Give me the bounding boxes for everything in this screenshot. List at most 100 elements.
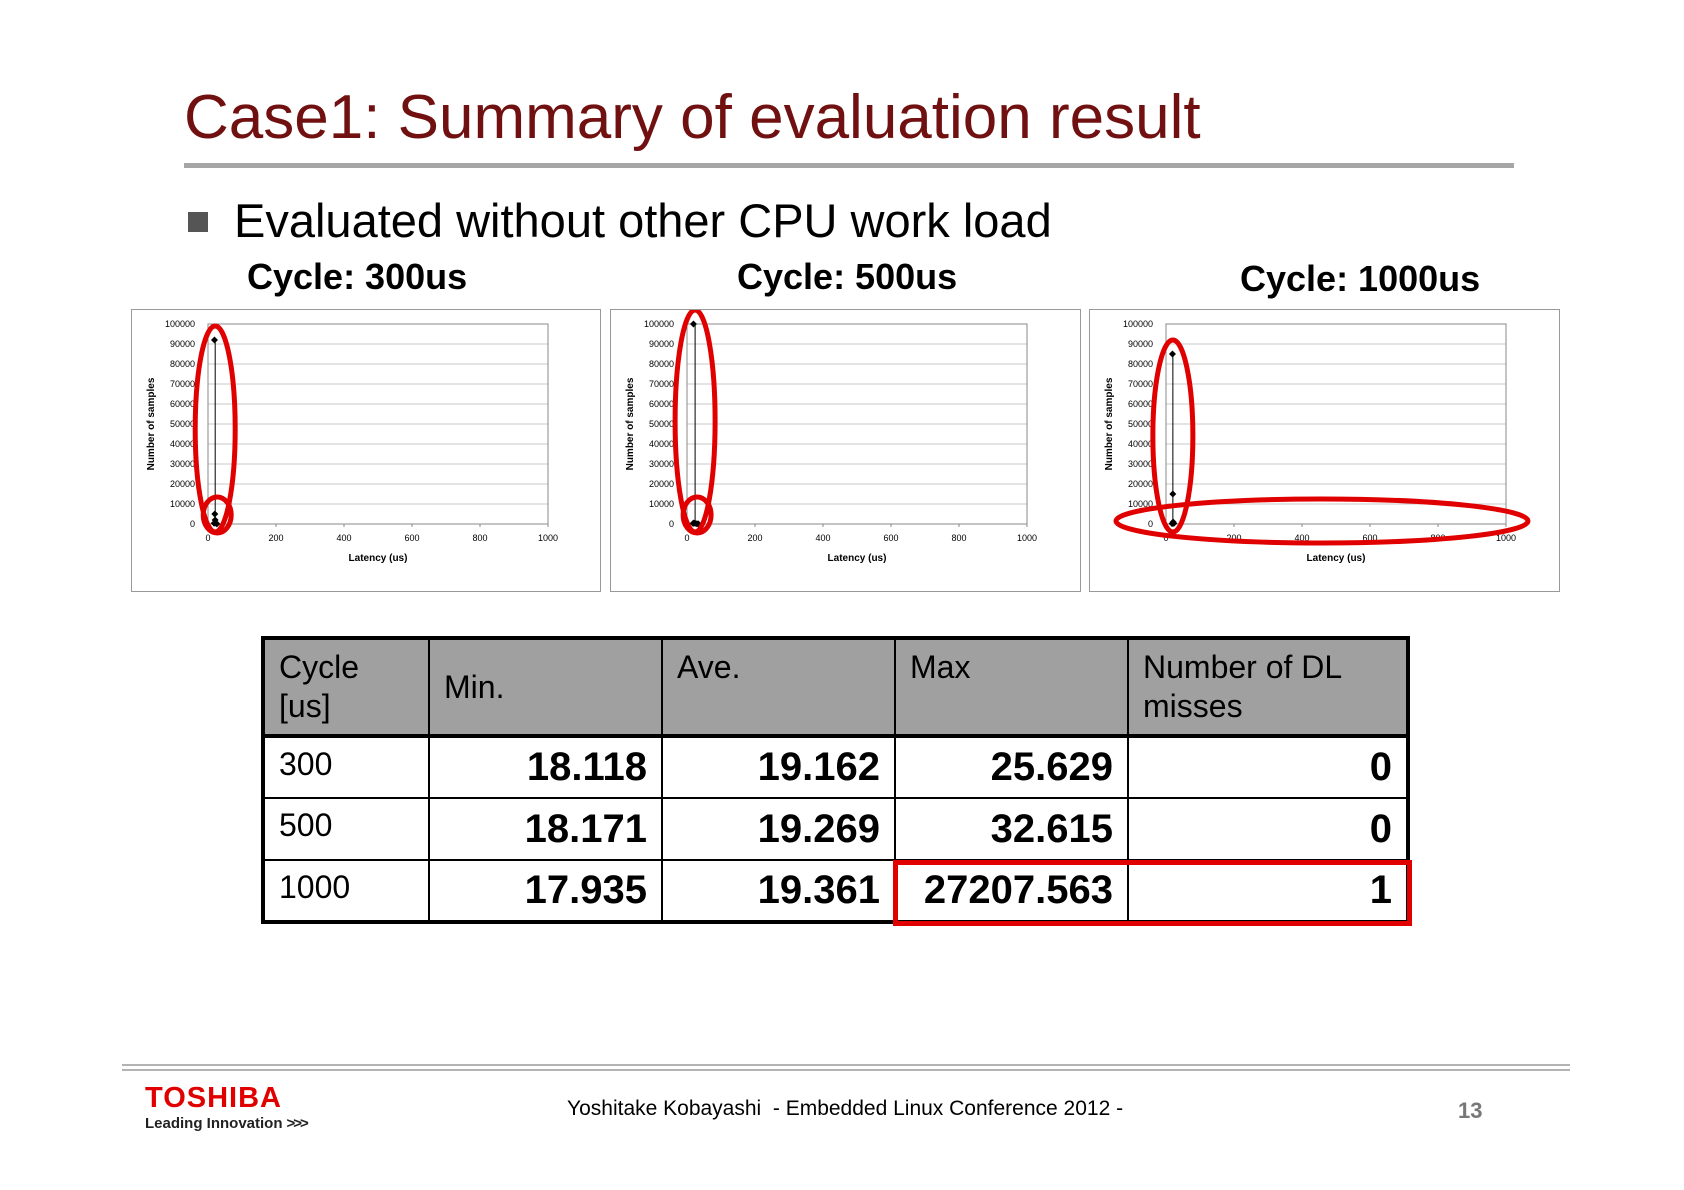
y-tick-label: 40000 xyxy=(1128,439,1153,449)
y-tick-label: 40000 xyxy=(170,439,195,449)
cell-cycle: 500 xyxy=(262,797,430,861)
page-number: 13 xyxy=(1458,1098,1483,1123)
cell-dl-misses: 1 xyxy=(1127,859,1409,923)
y-tick-label: 70000 xyxy=(170,379,195,389)
cell-max: 32.615 xyxy=(894,797,1129,861)
bullet-text: Evaluated without other CPU work load xyxy=(234,193,1052,247)
latency-chart-300-svg: 0100002000030000400005000060000700008000… xyxy=(146,319,558,564)
highlight-circle xyxy=(680,494,714,536)
x-tick-label: 600 xyxy=(883,533,898,543)
footer-presenter: Yoshitake Kobayashi - Embedded Linux Con… xyxy=(567,1097,1124,1120)
toshiba-logo: TOSHIBA Leading Innovation >>> xyxy=(145,1082,309,1132)
plot-area xyxy=(207,323,549,525)
chart-title-300: Cycle: 300us xyxy=(247,256,468,297)
y-tick-label: 60000 xyxy=(649,399,674,409)
x-tick-label: 200 xyxy=(268,533,283,543)
y-tick-label: 90000 xyxy=(649,339,674,349)
cell-ave: 19.269 xyxy=(661,797,896,861)
y-tick-label: 90000 xyxy=(1128,339,1153,349)
x-tick-label: 600 xyxy=(1362,533,1377,543)
y-tick-label: 70000 xyxy=(649,379,674,389)
latency-chart-1000: 0 10000 20000 30000 40000 50000 60000 70000 8000… xyxy=(1089,309,1560,592)
x-tick-label: 800 xyxy=(951,533,966,543)
x-tick-label: 400 xyxy=(1294,533,1309,543)
x-tick-label: 0 xyxy=(1163,533,1168,543)
y-tick-label: 30000 xyxy=(649,459,674,469)
plot-area xyxy=(1165,323,1507,525)
header-min: Min. xyxy=(428,637,663,738)
data-point xyxy=(211,510,219,518)
slide-title: Case1: Summary of evaluation result xyxy=(184,83,1201,152)
data-point xyxy=(1170,519,1178,527)
data-point xyxy=(213,520,221,528)
cell-dl-misses: 0 xyxy=(1127,735,1409,799)
latency-chart-500: 0 10000 20000 30000 40000 50000 60000 70000 8000… xyxy=(610,309,1081,592)
x-tick-label: 800 xyxy=(472,533,487,543)
title-underline xyxy=(184,163,1514,168)
y-tick-label: 0 xyxy=(1148,519,1153,529)
y-tick-label: 90000 xyxy=(170,339,195,349)
chart-title-500: Cycle: 500us xyxy=(737,256,958,297)
x-tick-label: 0 xyxy=(684,533,689,543)
y-tick-label: 40000 xyxy=(649,439,674,449)
highlight-ellipse xyxy=(1150,337,1196,535)
highlight-circle xyxy=(200,494,234,536)
highlight-ellipse xyxy=(1113,496,1531,546)
y-tick-label: 10000 xyxy=(649,499,674,509)
results-table: Cycle [us] Min. Ave. Max Number of DL mi… xyxy=(261,636,1410,924)
cell-cycle: 1000 xyxy=(262,859,430,923)
y-tick-label: 70000 xyxy=(1128,379,1153,389)
data-point xyxy=(1168,350,1176,358)
data-point xyxy=(689,320,697,328)
y-tick-label: 100000 xyxy=(644,319,674,329)
y-tick-label: 50000 xyxy=(170,419,195,429)
x-tick-label: 200 xyxy=(1226,533,1241,543)
y-axis-label: Number of samples xyxy=(146,377,157,470)
logo-brand: TOSHIBA xyxy=(145,1082,282,1114)
header-max: Max xyxy=(894,637,1129,738)
y-tick-label: 100000 xyxy=(165,319,195,329)
cell-cycle: 300 xyxy=(262,735,430,799)
y-tick-label: 10000 xyxy=(170,499,195,509)
y-tick-label: 30000 xyxy=(1128,459,1153,469)
y-tick-label: 0 xyxy=(190,519,195,529)
data-point xyxy=(210,336,218,344)
cell-min: 18.118 xyxy=(428,735,663,799)
y-tick-label: 50000 xyxy=(649,419,674,429)
y-axis-label: Number of samples xyxy=(625,377,636,470)
cell-max: 27207.563 xyxy=(894,859,1129,923)
tagline-arrows-icon: >>> xyxy=(286,1115,309,1132)
cell-min: 17.935 xyxy=(428,859,663,923)
x-axis-label: Latency (us) xyxy=(349,553,408,564)
cell-ave: 19.162 xyxy=(661,735,896,799)
y-tick-label: 80000 xyxy=(170,359,195,369)
y-tick-label: 10000 xyxy=(1128,499,1153,509)
highlight-box-dl-miss xyxy=(893,860,1412,926)
y-tick-label: 20000 xyxy=(170,479,195,489)
cell-ave: 19.361 xyxy=(661,859,896,923)
footer-rule xyxy=(122,1069,1570,1071)
y-tick-label: 30000 xyxy=(170,459,195,469)
y-tick-label: 80000 xyxy=(1128,359,1153,369)
x-tick-label: 1000 xyxy=(1017,533,1037,543)
table-row: 1000 17.935 19.361 27207.563 1 xyxy=(262,859,1409,923)
header-ave: Ave. xyxy=(661,637,896,738)
x-axis-label: Latency (us) xyxy=(828,553,887,564)
x-tick-label: 400 xyxy=(815,533,830,543)
y-tick-label: 20000 xyxy=(1128,479,1153,489)
y-tick-label: 50000 xyxy=(1128,419,1153,429)
latency-chart-300: 0 10000 20000 30000 40000 50000 60000 70000 8000… xyxy=(131,309,601,592)
x-tick-label: 0 xyxy=(205,533,210,543)
logo-tagline: Leading Innovation >>> xyxy=(145,1115,309,1132)
y-tick-label: 60000 xyxy=(1128,399,1153,409)
table-header-row: Cycle [us] Min. Ave. Max Number of DL mi… xyxy=(262,637,1409,738)
y-tick-label: 20000 xyxy=(649,479,674,489)
header-dl-misses: Number of DL misses xyxy=(1127,637,1409,738)
bullet-point: Evaluated without other CPU work load xyxy=(188,190,1052,250)
y-tick-label: 80000 xyxy=(649,359,674,369)
cell-min: 18.171 xyxy=(428,797,663,861)
latency-chart-1000-svg: 0100002000030000400005000060000700008000… xyxy=(1104,319,1531,564)
x-tick-label: 1000 xyxy=(1496,533,1516,543)
footer-rule xyxy=(122,1064,1570,1066)
x-tick-label: 200 xyxy=(747,533,762,543)
